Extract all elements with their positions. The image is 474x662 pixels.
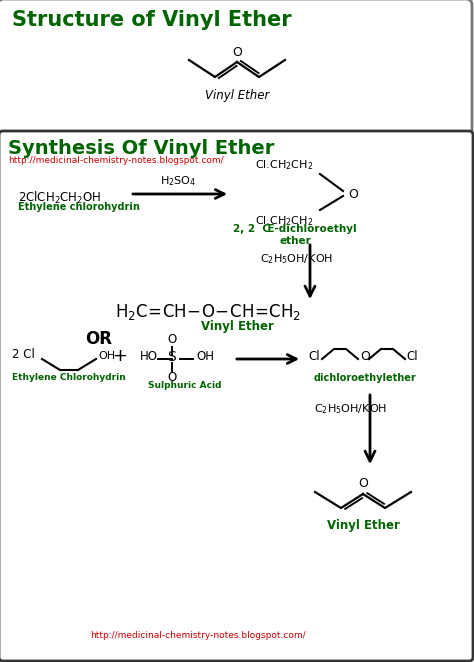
Text: OH: OH	[196, 350, 214, 363]
Text: H$_2$C$\!=\!$CH$\!-\!$O$\!-\!$CH$\!=\!$CH$_2$: H$_2$C$\!=\!$CH$\!-\!$O$\!-\!$CH$\!=\!$C…	[115, 302, 301, 322]
Text: Ethylene Chlorohydrin: Ethylene Chlorohydrin	[12, 373, 126, 382]
Text: O: O	[348, 187, 358, 201]
Text: dichloroethylether: dichloroethylether	[314, 373, 416, 383]
Text: C$_2$H$_5$OH/KOH: C$_2$H$_5$OH/KOH	[314, 402, 387, 416]
Text: Vinyl Ether: Vinyl Ether	[327, 519, 400, 532]
Text: O: O	[358, 477, 368, 490]
Text: Structure of Vinyl Ether: Structure of Vinyl Ether	[12, 10, 292, 30]
Text: http://medicinal-chemistry-notes.blogspot.com/: http://medicinal-chemistry-notes.blogspo…	[8, 156, 224, 165]
Text: HO: HO	[140, 350, 158, 363]
Text: 2 Cl: 2 Cl	[12, 348, 35, 361]
Text: Ethylene chlorohydrin: Ethylene chlorohydrin	[18, 202, 140, 212]
Text: C$_2$H$_5$OH/KOH: C$_2$H$_5$OH/KOH	[260, 252, 333, 266]
Text: Cl: Cl	[406, 350, 418, 363]
Text: Synthesis Of Vinyl Ether: Synthesis Of Vinyl Ether	[8, 139, 274, 158]
Text: O: O	[232, 46, 242, 59]
Text: Vinyl Ether: Vinyl Ether	[201, 320, 273, 333]
FancyBboxPatch shape	[0, 0, 472, 135]
Text: OH: OH	[98, 351, 115, 361]
Text: O: O	[360, 350, 370, 363]
Text: Cl: Cl	[308, 350, 319, 363]
Text: http://medicinal-chemistry-notes.blogspot.com/: http://medicinal-chemistry-notes.blogspo…	[90, 631, 306, 640]
Text: H$_2$SO$_4$: H$_2$SO$_4$	[160, 174, 196, 188]
FancyBboxPatch shape	[0, 131, 473, 661]
Text: O: O	[167, 371, 177, 384]
Text: OR: OR	[85, 330, 112, 348]
Text: 2, 2  Œ-dichloroethyl: 2, 2 Œ-dichloroethyl	[233, 224, 357, 234]
Text: ether: ether	[279, 236, 311, 246]
Text: Cl.CH$_2$CH$_2$: Cl.CH$_2$CH$_2$	[255, 214, 313, 228]
Text: S: S	[168, 350, 176, 364]
Text: O: O	[167, 333, 177, 346]
Text: +: +	[112, 347, 127, 365]
Text: Cl.CH$_2$CH$_2$: Cl.CH$_2$CH$_2$	[255, 158, 313, 172]
Text: Vinyl Ether: Vinyl Ether	[205, 89, 269, 102]
Text: 2ClCH$_2$CH$_2$OH: 2ClCH$_2$CH$_2$OH	[18, 190, 101, 206]
Text: Sulphuric Acid: Sulphuric Acid	[148, 381, 222, 390]
